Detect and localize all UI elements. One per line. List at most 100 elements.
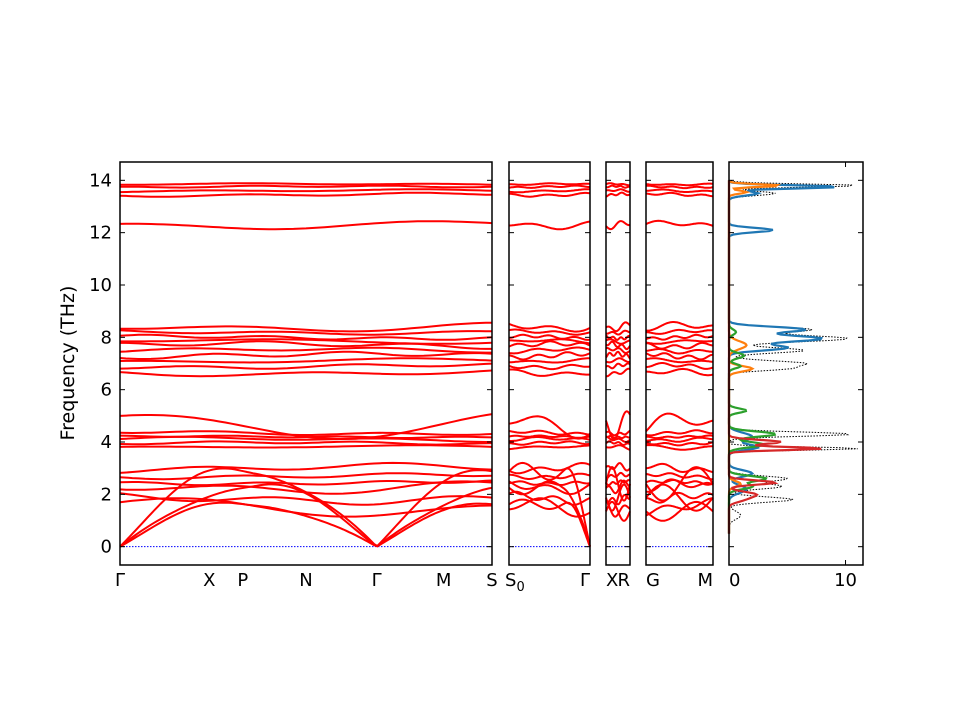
x-tick-label: S0 — [505, 570, 525, 595]
acoustic-band — [508, 461, 591, 547]
x-tick-label: X — [203, 570, 215, 591]
phonon-band — [508, 444, 591, 451]
y-tick-label: 14 — [89, 170, 112, 191]
phonon-band — [508, 434, 591, 439]
phonon-band — [605, 220, 630, 231]
phonon-band — [605, 435, 631, 440]
phonon-band — [606, 367, 631, 378]
phonon-band — [119, 346, 492, 354]
phonon-band — [119, 362, 493, 370]
y-tick-label: 12 — [89, 223, 112, 244]
phonon-band — [645, 357, 714, 364]
panel-frame — [508, 161, 591, 566]
phonon-band — [605, 440, 631, 446]
phonon-band — [605, 188, 630, 193]
x-tick-label: Γ — [580, 570, 590, 591]
phonon-band — [605, 346, 631, 354]
phonon-band — [646, 341, 714, 350]
phonon-band — [508, 351, 591, 361]
phonon-band — [119, 461, 493, 474]
phonon-band — [508, 184, 591, 189]
acoustic-band — [119, 483, 493, 548]
phonon-band — [119, 492, 493, 506]
dos-x-tick-label: 10 — [834, 570, 857, 591]
acoustic-band — [119, 501, 493, 548]
phonon-band — [605, 410, 631, 441]
phonon-band — [605, 362, 631, 370]
phonon-band — [605, 321, 631, 333]
phonon-band — [605, 334, 631, 341]
phonon-band — [119, 479, 493, 487]
phonon-band — [508, 338, 591, 345]
phonon-band — [508, 340, 591, 348]
phonon-band — [509, 357, 590, 364]
x-tick-label: X — [606, 570, 618, 591]
phonon-band — [605, 329, 631, 336]
phonon-band — [119, 497, 493, 518]
y-tick-label: 8 — [101, 327, 112, 348]
phonon-band — [645, 328, 714, 335]
phonon-band — [508, 322, 591, 333]
x-tick-label: Γ — [115, 570, 125, 591]
phonon-band — [508, 368, 591, 377]
x-tick-label: M — [697, 570, 713, 591]
phonon-band — [645, 434, 714, 440]
phonon-band — [119, 369, 493, 378]
panel-frame — [119, 161, 493, 566]
phonon-band — [119, 444, 493, 449]
phonon-band — [119, 357, 493, 364]
phonon-band — [508, 363, 591, 371]
phonon-band — [508, 461, 591, 475]
y-tick-label: 10 — [89, 275, 112, 296]
phonon-band — [645, 191, 714, 198]
phonon-band — [605, 471, 631, 480]
x-tick-label: M — [436, 570, 452, 591]
x-tick-label: P — [237, 570, 248, 591]
phonon-band — [605, 182, 631, 187]
phonon-band — [605, 340, 631, 351]
phonon-band — [508, 346, 591, 355]
phonon-band — [605, 462, 631, 472]
phonon-band — [508, 333, 591, 341]
y-tick-label: 6 — [101, 380, 112, 401]
acoustic-band — [605, 483, 631, 512]
phonon-band — [120, 182, 493, 186]
phonon-band — [646, 321, 713, 332]
phonon-band — [645, 444, 713, 451]
x-tick-label: R — [617, 570, 630, 591]
phonon-band — [508, 328, 591, 336]
phonon-band — [645, 479, 714, 486]
phonon-band — [605, 191, 631, 198]
acoustic-band — [605, 466, 631, 502]
phonon-band — [645, 436, 714, 443]
phonon-band — [120, 184, 493, 189]
band-panel-2: S0 Γ — [505, 161, 591, 595]
phonon-band — [508, 497, 591, 518]
phonon-band — [646, 184, 714, 190]
phonon-band — [119, 220, 493, 231]
acoustic-band — [119, 467, 493, 548]
phonon-band — [645, 339, 714, 345]
phonon-band — [508, 480, 591, 496]
phonon-band — [119, 440, 493, 446]
panel-frame — [605, 161, 631, 566]
phonon-band — [119, 191, 493, 198]
x-tick-label: G — [646, 570, 660, 591]
x-tick-label: N — [299, 570, 312, 591]
acoustic-band — [508, 498, 591, 548]
phonon-band — [645, 333, 714, 341]
phonon-band — [508, 182, 590, 186]
phonon-band — [645, 429, 713, 437]
y-axis-label: Frequency (THz) — [57, 286, 79, 441]
phonon-band — [645, 219, 714, 227]
phonon-band — [645, 441, 714, 447]
phonon-band — [645, 491, 714, 504]
band-panel-1: 0 2 4 6 8 10 12 14 Γ X P N Γ M S — [89, 161, 498, 591]
phonon-band — [119, 350, 493, 360]
phonon-band — [605, 184, 631, 189]
phonon-band — [119, 321, 493, 333]
